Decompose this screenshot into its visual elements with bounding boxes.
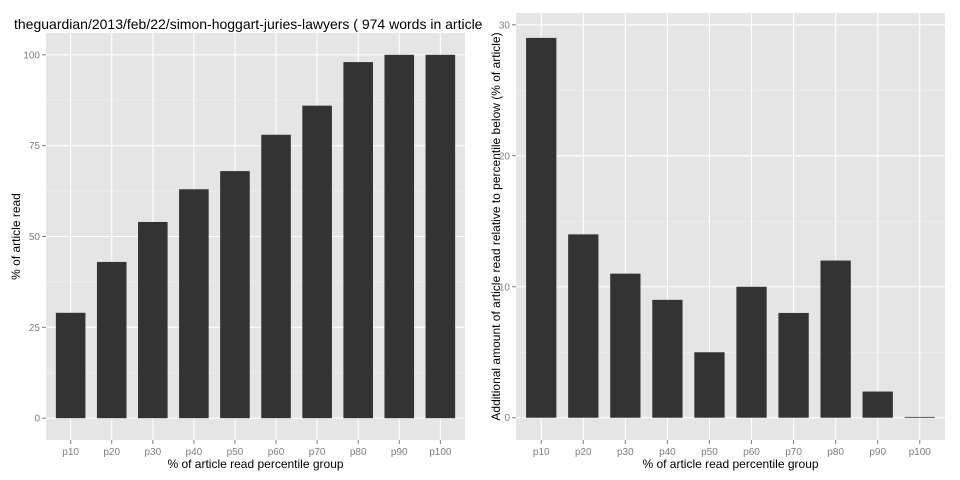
x-tick-label-p20: p20: [103, 447, 120, 458]
x-tick-label-p50: p50: [227, 447, 244, 458]
bar-p20: [568, 234, 599, 418]
x-tick-label-p60: p60: [268, 447, 285, 458]
y-tick-label: 10: [499, 282, 511, 293]
bar-p70: [302, 105, 332, 419]
x-tick-label-p30: p30: [617, 447, 634, 458]
bar-p30: [138, 221, 168, 419]
x-tick-label-p90: p90: [391, 447, 408, 458]
x-tick-label-p70: p70: [309, 447, 326, 458]
bar-p30: [610, 273, 641, 418]
bar-p50: [220, 171, 250, 419]
y-axis-title: Additional amount of article read relati…: [489, 32, 503, 420]
y-tick-label: 20: [499, 151, 511, 162]
bar-p70: [778, 312, 809, 418]
x-tick-label-p40: p40: [659, 447, 676, 458]
x-tick-label-p80: p80: [827, 447, 844, 458]
x-tick-label-p50: p50: [701, 447, 718, 458]
x-tick-label-p80: p80: [350, 447, 367, 458]
y-tick-label: 0: [504, 413, 510, 424]
bar-p60: [261, 134, 291, 419]
right-chart-panel: 0 10 20 30 p10 p20 p30 p40 p50 p60 p70 p80 p90 p100 % …: [489, 13, 945, 471]
bar-p80: [343, 62, 373, 419]
x-tick-label-p100: p100: [429, 447, 452, 458]
bar-p40: [179, 189, 209, 419]
x-tick-label-p10: p10: [62, 447, 79, 458]
left-chart-panel: 0 25 50 75 100 p10 p20 p30 p40 p50 p60 p70 p80 p90 p10…: [9, 16, 487, 471]
bar-p60: [736, 286, 767, 418]
y-tick-label: 30: [499, 20, 511, 31]
chart-title: theguardian/2013/feb/22/simon-hoggart-ju…: [14, 16, 487, 32]
y-axis-title: % of article read: [9, 193, 23, 280]
bar-p80: [820, 260, 851, 418]
y-tick-label: 0: [34, 414, 40, 425]
bar-p10: [526, 37, 557, 418]
bar-p10: [55, 312, 86, 419]
bar-p90: [862, 391, 893, 418]
y-tick-label: 100: [23, 50, 40, 61]
x-axis-title: % of article read percentile group: [642, 457, 818, 471]
y-tick-label: 75: [29, 141, 41, 152]
x-tick-label-p30: p30: [144, 447, 161, 458]
bar-p50: [694, 352, 725, 418]
bar-p100: [904, 416, 935, 418]
x-tick-label-p40: p40: [186, 447, 203, 458]
x-tick-label-p10: p10: [533, 447, 550, 458]
y-tick-label: 25: [29, 323, 41, 334]
x-tick-label-p90: p90: [869, 447, 886, 458]
x-axis-title: % of article read percentile group: [167, 457, 343, 471]
bar-p40: [652, 299, 683, 418]
x-tick-label-p20: p20: [575, 447, 592, 458]
y-tick-label: 50: [29, 232, 41, 243]
x-tick-label-p100: p100: [909, 447, 932, 458]
x-tick-label-p70: p70: [785, 447, 802, 458]
bar-p90: [384, 54, 415, 419]
bar-p20: [96, 261, 127, 419]
x-tick-label-p60: p60: [743, 447, 760, 458]
bar-p100: [425, 54, 456, 419]
